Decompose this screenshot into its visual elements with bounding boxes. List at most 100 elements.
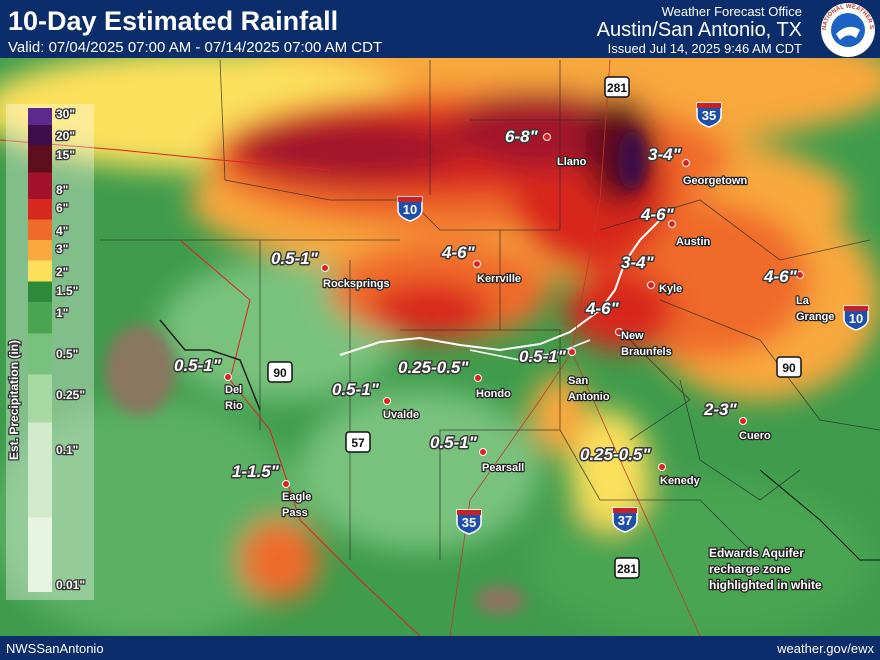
legend-swatch [28,302,52,334]
office-location: Austin/San Antonio, TX [597,19,802,41]
legend-label: 1.5" [56,284,78,298]
footer-url: weather.gov/ewx [776,641,874,656]
rainfall-labels: 6-8" 3-4" 4-6" 4-6" 0.5-1" 3-4" 4-6" 4-6" 0.5-1"… [173,126,800,483]
interstate-shield [843,305,869,331]
legend-swatch [28,172,52,199]
highways: 281 35 10 90 57 35 37 281 10 90 [267,76,869,579]
city-label: Eagle [282,491,311,503]
legend-label: 0.01" [56,578,85,592]
rainfall-range-label: 4-6" [585,299,620,318]
legend-swatch [28,219,52,240]
city-dot [568,348,576,356]
highway-number: 35 [702,108,716,123]
highway-shield: 281 [614,557,640,579]
city-dot [543,133,551,141]
interstate-band [457,510,481,515]
cities: Llano Georgetown Austin Kerrville Rockspring… [224,133,836,520]
highway-number: 90 [273,366,287,380]
highway-number: 57 [351,436,365,450]
legend-label: 20" [56,129,75,143]
legend-label: 0.25" [56,388,85,402]
highway-number: 281 [617,562,637,576]
legend-label: 4" [56,224,68,238]
us-shield [345,431,371,453]
note-line: recharge zone [709,562,791,576]
legend-swatch [28,260,52,282]
interstate-shield [612,507,638,533]
city-dot [473,260,481,268]
city-dot [647,281,655,289]
legend-label: 2" [56,265,68,279]
rainfall-range-label: 0.5-1" [174,356,222,375]
legend-label: 1" [56,306,68,320]
us-shield [776,356,802,378]
rainfall-range-label: 4-6" [640,205,675,224]
highway-shield: 37 [612,507,638,533]
city-label: Grange [796,311,835,323]
header-bar [0,0,880,58]
interstate-shield [456,509,482,535]
city-dot [474,374,482,382]
interstate-shield [696,102,722,128]
interstate-band [613,508,637,513]
city-dot [615,328,623,336]
city-label: Georgetown [683,175,747,187]
interstate-band [697,103,721,108]
legend-swatch [28,422,52,518]
highway-shield: 35 [456,509,482,535]
city-label: Kerrville [477,273,521,285]
rainfall-range-label: 0.5-1" [271,249,319,268]
city-dot [321,264,329,272]
highway-number: 37 [618,513,632,528]
note-line: highlighted in white [709,578,822,592]
us-shield [614,557,640,579]
legend-swatch [28,333,52,375]
rainfall-range-label: 2-3" [703,400,738,419]
interstate-band [398,197,422,202]
rainfall-range-label: 1-1.5" [232,462,280,481]
city-dot [282,480,290,488]
city-dot [796,271,804,279]
legend-title: Est. Precipitation (in) [7,340,21,460]
rainfall-range-label: 4-6" [441,243,476,262]
city-label: Rocksprings [323,278,390,290]
valid-period: Valid: 07/04/2025 07:00 AM - 07/14/2025 … [8,39,382,56]
city-label: Cuero [739,430,771,442]
highway-number: 10 [403,202,417,217]
highway-shield: 35 [696,102,722,128]
highway-shield: 90 [776,356,802,378]
legend-swatch [28,240,52,261]
rainfall-range-label: 3-4" [648,145,682,164]
city-label: Antonio [568,391,610,403]
city-dot [658,463,666,471]
footer-handle: NWSSanAntonio [6,641,104,656]
highway-number: 35 [462,515,476,530]
legend-label: 8" [56,183,68,197]
rainfall-range-label: 0.5-1" [519,347,567,366]
legend-swatch [28,281,52,302]
legend-swatch [28,145,52,173]
footer-bar [0,636,880,660]
city-label: Rio [225,400,243,412]
city-dot [668,220,676,228]
highway-shield: 90 [267,361,293,383]
highway-shield: 57 [345,431,371,453]
rainfall-range-label: 6-8" [505,127,539,146]
legend-swatch [28,374,52,423]
city-label: Hondo [476,388,511,400]
city-label: La [796,295,810,307]
legend: 30" 20" 15" 8" 6" 4" 3" 2" 1.5" 1" 0.5" 0.25" 0.1" 0.… [28,106,86,593]
city-dot [682,159,690,167]
legend-label: 30" [56,107,75,121]
legend-label: 6" [56,201,68,215]
issued-time: Issued Jul 14, 2025 9:46 AM CDT [608,41,802,56]
interstate-shield [397,196,423,222]
city-label: Del [225,384,242,396]
city-label: Pearsall [482,462,524,474]
rainfall-range-label: 0.5-1" [332,380,380,399]
highway-number: 10 [849,311,863,326]
city-label: San [568,375,588,387]
city-label: Kenedy [660,475,701,487]
legend-label: 0.1" [56,443,78,457]
interstate-band [844,306,868,311]
